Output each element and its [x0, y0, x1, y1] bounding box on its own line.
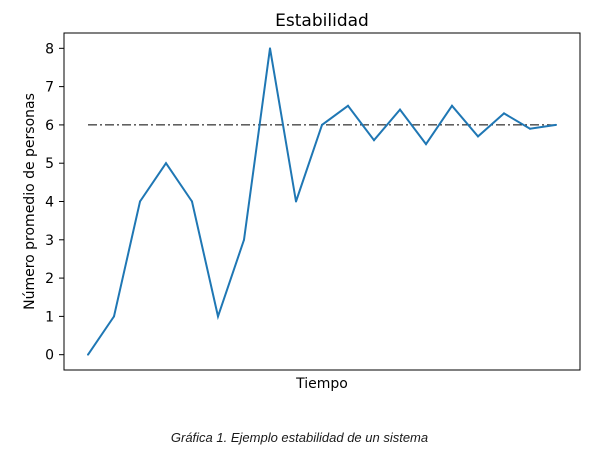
data-points [87, 47, 557, 356]
data-point [451, 104, 453, 107]
data-point [87, 353, 89, 356]
data-point [217, 315, 219, 318]
y-axis-ticks: 0 1 2 3 4 5 6 7 8 [45, 41, 64, 364]
y-tick-label: 0 [45, 348, 54, 364]
data-point [113, 315, 115, 318]
data-point [399, 108, 401, 111]
y-tick-label: 1 [45, 309, 54, 325]
series-line [87, 48, 557, 356]
plot-frame [63, 32, 581, 371]
y-tick-label: 7 [45, 80, 54, 96]
data-point [555, 123, 557, 126]
data-point [373, 139, 375, 142]
data-point [269, 47, 271, 50]
data-point [425, 143, 427, 146]
chart-title: Estabilidad [275, 11, 369, 31]
y-tick-label: 2 [45, 271, 54, 287]
data-point [243, 238, 245, 241]
data-point [477, 135, 479, 138]
data-point [295, 200, 297, 203]
y-axis-label: Número promedio de personas [22, 93, 38, 310]
y-tick-label: 6 [45, 118, 54, 134]
y-tick-label: 8 [45, 41, 54, 57]
data-point [139, 200, 141, 203]
data-point [165, 162, 167, 165]
figure-caption: Gráfica 1. Ejemplo estabilidad de un sis… [170, 430, 429, 445]
x-axis-label: Tiempo [295, 376, 348, 392]
y-tick-label: 4 [45, 195, 54, 211]
data-point [347, 104, 349, 107]
data-point [321, 123, 323, 126]
data-point [529, 127, 531, 130]
y-tick-label: 5 [45, 156, 54, 172]
data-point [503, 112, 505, 115]
data-point [191, 200, 193, 203]
y-tick-label: 3 [45, 233, 54, 249]
